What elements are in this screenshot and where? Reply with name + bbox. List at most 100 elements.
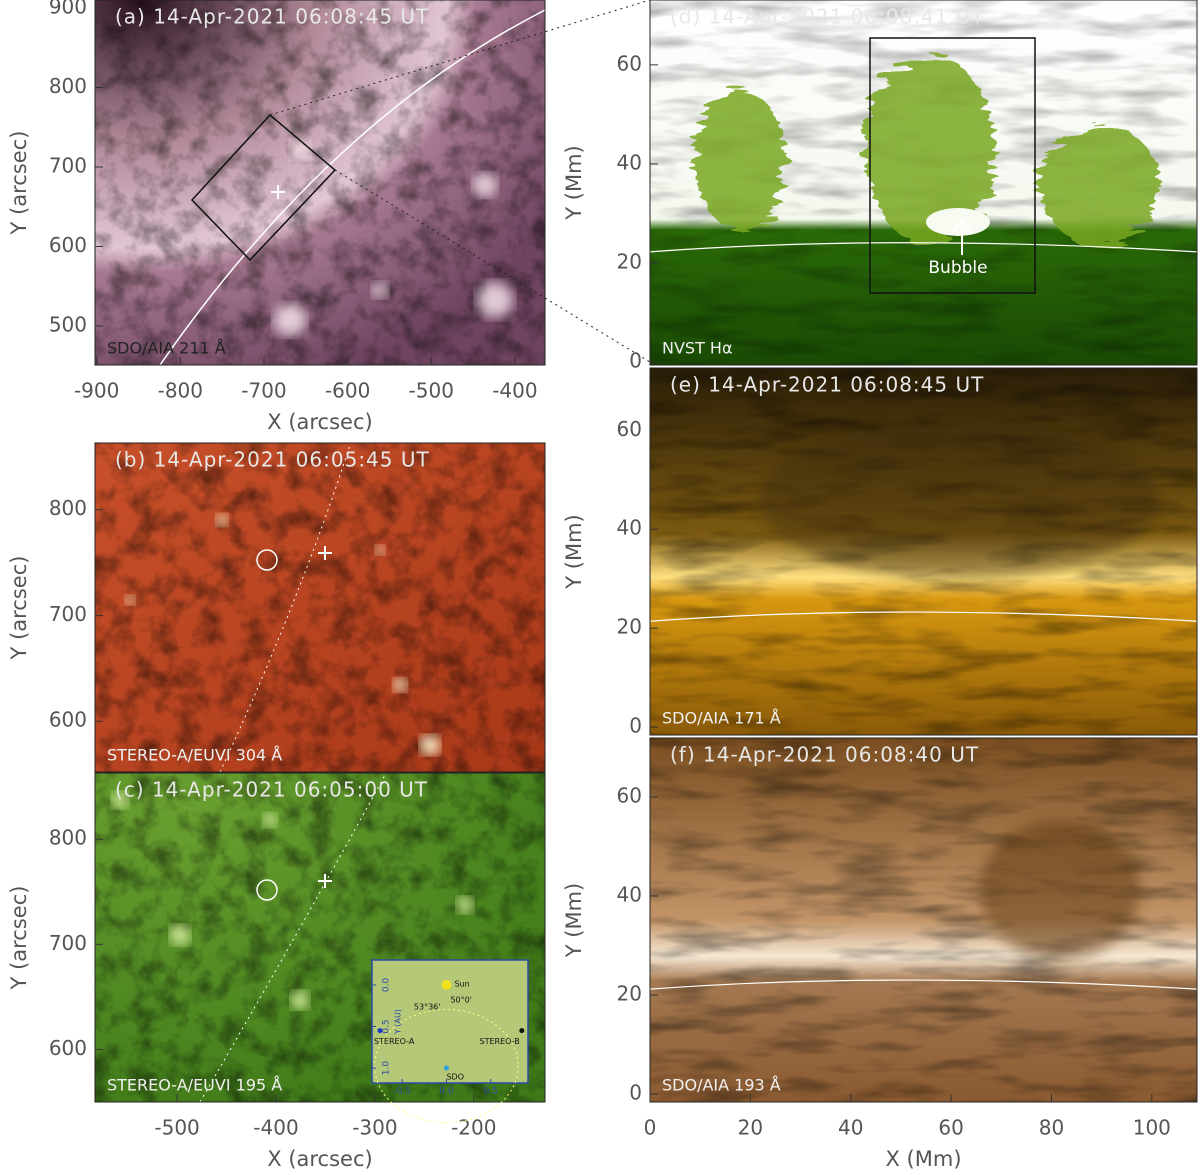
x-tick-label: -600 — [325, 379, 370, 403]
zoom-line — [334, 169, 651, 363]
prominence — [1040, 125, 1160, 245]
bright-spot — [372, 282, 388, 298]
bright-spot — [112, 792, 128, 808]
bright-spot — [216, 514, 228, 526]
x-tick-label: -200 — [451, 1116, 496, 1140]
y-tick-label: 0 — [629, 349, 642, 373]
y-tick-label: 60 — [617, 417, 642, 441]
x-tick-label: 60 — [938, 1116, 963, 1140]
x-tick-label: -900 — [74, 379, 119, 403]
y-tick-label: 40 — [617, 882, 642, 906]
circle-marker — [256, 879, 278, 901]
prominence-dark — [980, 820, 1140, 960]
instrument-label: STEREO-A/EUVI 195 Å — [107, 1076, 282, 1095]
inset-frame — [371, 959, 529, 1084]
panel-title: (e) 14-Apr-2021 06:08:45 UT — [670, 373, 984, 397]
inset-point — [443, 1065, 449, 1071]
inset-point-label: STEREO-B — [480, 1037, 520, 1046]
x-tick-label: -400 — [492, 379, 537, 403]
inset-y-tick-label: 1.0 — [382, 1061, 392, 1076]
panel-1 — [95, 443, 545, 772]
bright-spot — [170, 925, 190, 945]
y-tick-label: 40 — [617, 150, 642, 174]
arrow-head — [951, 218, 973, 235]
y-tick-label: 60 — [617, 51, 642, 75]
panel-0 — [95, 0, 545, 365]
x-tick-label: -700 — [241, 379, 286, 403]
limb-dotted — [199, 774, 386, 1102]
instrument-label: SDO/AIA 171 Å — [662, 709, 781, 728]
instrument-label: NVST Hα — [662, 339, 733, 358]
bright-spot — [263, 813, 277, 827]
y-axis-label: Y (Mm) — [562, 883, 586, 958]
panel-title: (d) 14-Apr-2021 06:08:41 UT — [670, 5, 985, 29]
orbit — [374, 1008, 519, 1124]
frame — [94, 442, 546, 773]
instrument-label: SDO/AIA 211 Å — [107, 339, 226, 358]
inset-x-tick-label: 0.5 — [484, 1087, 498, 1097]
x-tick-label: 80 — [1039, 1116, 1064, 1140]
zoom-line — [269, 0, 651, 116]
annotation: Bubble — [928, 258, 987, 278]
bright-spot — [393, 678, 407, 692]
x-tick-label: -300 — [352, 1116, 397, 1140]
inset-x-tick-label: 0.0 — [439, 1087, 454, 1097]
x-axis-label: X (arcsec) — [267, 410, 372, 434]
y-axis-label: Y (arcsec) — [7, 131, 31, 236]
y-tick-label: 20 — [617, 249, 642, 273]
panel-title: (f) 14-Apr-2021 06:08:40 UT — [670, 743, 979, 767]
y-axis-label: Y (Mm) — [562, 145, 586, 220]
prominence — [865, 55, 995, 245]
panel-3 — [650, 0, 1197, 365]
inset-point — [441, 979, 452, 990]
bright-spot — [473, 173, 497, 197]
x-tick-label: -500 — [154, 1116, 199, 1140]
x-tick-label: 100 — [1133, 1116, 1171, 1140]
y-tick-label: 0 — [629, 714, 642, 738]
inset-angle: 53°36' — [414, 1002, 441, 1011]
inset-y-label: Y (AU) — [394, 1009, 403, 1035]
limb — [650, 242, 1197, 253]
y-tick-label: 600 — [49, 233, 87, 257]
y-axis-label: Y (arcsec) — [7, 886, 31, 991]
inset-point-label: SDO — [446, 1073, 464, 1082]
x-tick-label: -500 — [409, 379, 454, 403]
inset-y-tick-label: 0.5 — [382, 1019, 392, 1033]
panel-title: (a) 14-Apr-2021 06:08:45 UT — [115, 5, 429, 29]
inset-point-label: Sun — [454, 979, 469, 988]
bright-spot — [375, 545, 385, 555]
image-texture — [95, 443, 545, 772]
inset-point — [519, 1028, 525, 1034]
circle-marker — [256, 549, 278, 571]
y-tick-label: 600 — [49, 1036, 87, 1060]
prominence-dark — [760, 420, 1160, 580]
inset-x-tick-label: -0.5 — [393, 1087, 411, 1097]
panel-title: (b) 14-Apr-2021 06:05:45 UT — [115, 448, 430, 472]
instrument-label: STEREO-A/EUVI 304 Å — [107, 746, 282, 765]
y-tick-label: 800 — [49, 74, 87, 98]
y-tick-label: 700 — [49, 931, 87, 955]
limb-dotted — [219, 444, 351, 772]
inset-point — [377, 1028, 383, 1034]
y-tick-label: 800 — [49, 496, 87, 520]
frame — [94, 772, 546, 1103]
frame — [649, 737, 1198, 1103]
limb — [159, 9, 545, 365]
y-tick-label: 500 — [49, 313, 87, 337]
y-tick-label: 0 — [629, 1081, 642, 1105]
panel-title: (c) 14-Apr-2021 06:05:00 UT — [115, 778, 428, 802]
y-tick-label: 600 — [49, 708, 87, 732]
limb — [650, 979, 1197, 990]
y-tick-label: 40 — [617, 516, 642, 540]
y-tick-label: 20 — [617, 982, 642, 1006]
bright-spot — [291, 991, 309, 1009]
y-axis-label: Y (Mm) — [562, 514, 586, 589]
x-tick-label: 20 — [738, 1116, 763, 1140]
y-axis-label: Y (arcsec) — [7, 556, 31, 661]
frame — [649, 0, 1198, 366]
y-tick-label: 800 — [49, 826, 87, 850]
y-tick-label: 20 — [617, 615, 642, 639]
x-tick-label: 0 — [644, 1116, 657, 1140]
